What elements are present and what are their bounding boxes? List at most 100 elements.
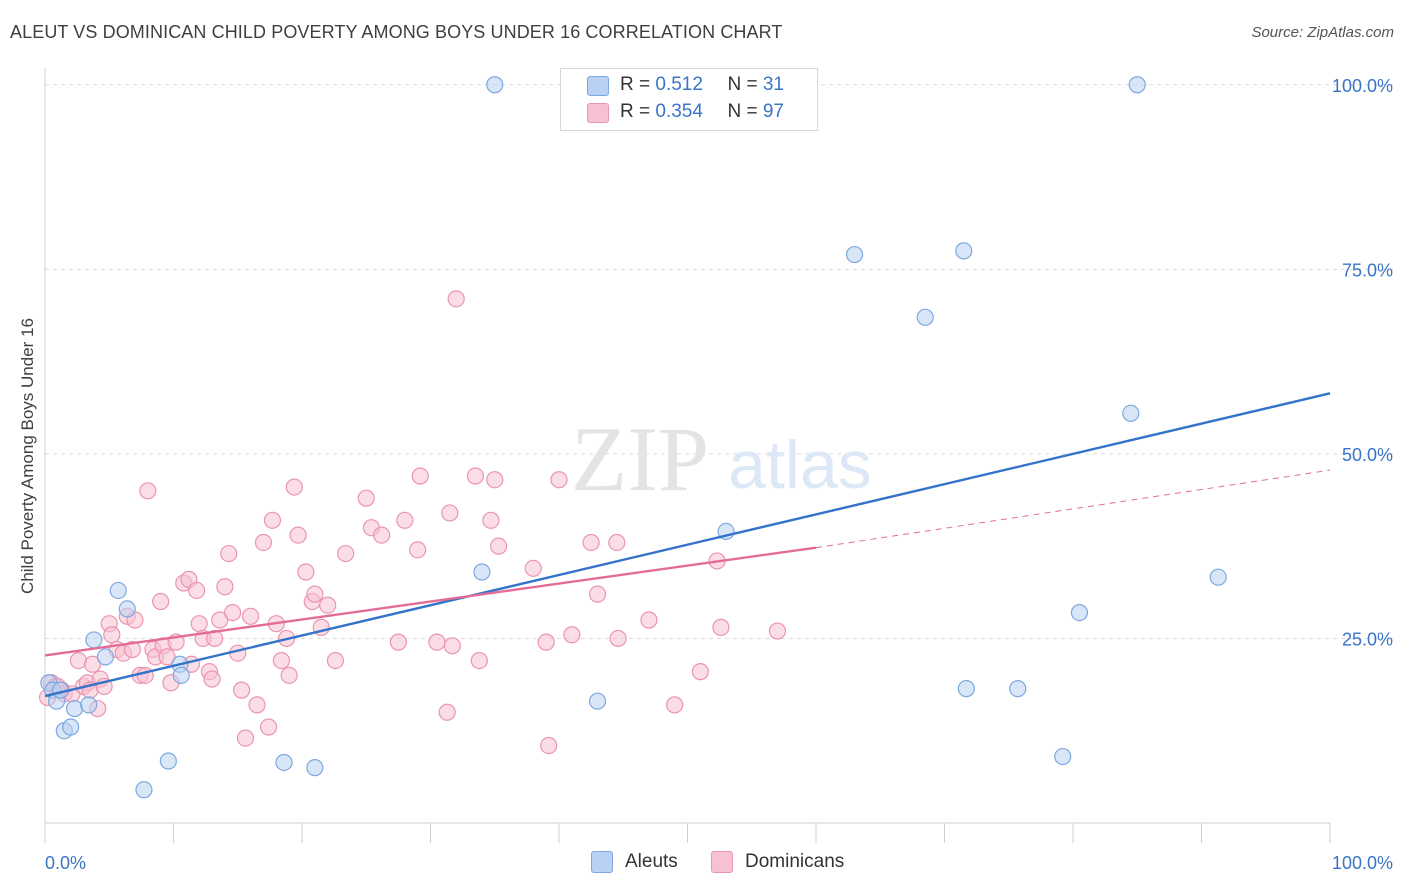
dominican-point [211, 611, 229, 629]
aleut-point [135, 781, 153, 799]
dominican-point [242, 607, 260, 625]
aleut-point [957, 680, 975, 698]
dominican-point [608, 533, 626, 552]
aleut-point [1209, 568, 1227, 586]
n-label: N = [727, 101, 763, 122]
dominican-point [188, 581, 206, 600]
aleut-point [275, 753, 293, 772]
y-tick-label: 50.0% [1342, 445, 1393, 465]
r-value: 0.512 [655, 74, 703, 95]
dominican-point [396, 511, 414, 529]
x-tick-label: 100.0% [1332, 853, 1393, 873]
dominican-point [236, 729, 255, 747]
dominican-point [337, 544, 355, 563]
legend-label-dominicans: Dominicans [745, 851, 845, 872]
dominican-point [306, 585, 324, 603]
y-tick-label: 25.0% [1342, 629, 1393, 649]
y-tick-label: 100.0% [1332, 76, 1393, 96]
dominican-point [466, 467, 485, 485]
dominican-point [259, 718, 278, 736]
dominican-point [640, 611, 658, 629]
dominican-point [609, 629, 627, 648]
dominican-point [441, 504, 459, 522]
dominican-point [224, 604, 242, 622]
aleut-point [1070, 604, 1089, 622]
dominican-swatch [711, 851, 733, 873]
dominican-point [158, 648, 176, 666]
aleut-point [955, 242, 973, 260]
dominican-point [229, 644, 247, 662]
series-legend: Aleuts Dominicans [0, 851, 1406, 879]
aleut-swatch [591, 851, 613, 873]
aleut-point [109, 581, 127, 600]
dominican-point [588, 585, 607, 603]
dominican-point [216, 578, 234, 596]
dominican-point [443, 637, 461, 655]
legend-item-dominicans: Dominicans [711, 851, 844, 873]
dominican-point [470, 651, 488, 670]
dominican-point [233, 681, 251, 699]
dominican-point [248, 696, 266, 714]
aleut-point [1009, 680, 1027, 698]
dominican-point [263, 511, 282, 529]
source-credit: Source: ZipAtlas.com [1251, 24, 1394, 41]
n-value: 31 [762, 74, 784, 95]
dominican-point [524, 559, 542, 577]
r-label: R = [620, 74, 656, 95]
dominican-point [486, 471, 504, 489]
dominican-point [768, 622, 787, 640]
dominican-point [409, 541, 427, 559]
aleut-point [916, 308, 934, 326]
dominican-point [83, 655, 102, 673]
aleut-point [588, 692, 607, 710]
dominican-point [582, 533, 600, 552]
dominican-point [389, 633, 407, 651]
dominican-point [357, 489, 375, 507]
aleut-swatch [587, 76, 609, 96]
dominican-point [326, 651, 345, 670]
aleut-point [306, 759, 324, 777]
dominican-points [38, 290, 787, 755]
legend-item-aleuts: Aleuts [591, 851, 678, 873]
dominican-point [136, 666, 154, 684]
dominican-point [428, 633, 446, 651]
n-value: 97 [762, 101, 784, 122]
aleut-point [1128, 76, 1146, 94]
dominican-point [482, 511, 500, 529]
dominican-point [540, 736, 558, 755]
dominican-trend-line [44, 546, 817, 657]
dominican-point [438, 703, 456, 721]
aleut-point [85, 631, 103, 649]
trend-lines [44, 392, 1331, 698]
dominican-point [139, 482, 157, 500]
dominican-point [490, 537, 508, 555]
tick-labels: 25.0% 50.0% 75.0% 100.0% 0.0% 100.0% [45, 76, 1393, 873]
dominican-point [190, 615, 208, 633]
dominican-point [254, 533, 273, 552]
dominican-point [447, 290, 465, 308]
aleut-point [118, 600, 136, 618]
watermark: ZIP atlas [571, 408, 872, 510]
y-tick-label: 75.0% [1342, 260, 1393, 280]
dominican-point [666, 696, 684, 714]
watermark-atlas: atlas [728, 427, 872, 503]
dominican-point [537, 633, 555, 651]
aleut-point [172, 666, 190, 684]
n-label: N = [727, 74, 763, 95]
aleut-point [96, 648, 114, 666]
dominican-point [220, 544, 238, 563]
watermark-zip: ZIP [571, 408, 709, 510]
legend-label-aleuts: Aleuts [625, 851, 678, 872]
dominican-point [289, 526, 307, 544]
aleut-point [486, 76, 504, 94]
dominican-point [712, 618, 730, 636]
dominican-point [103, 626, 121, 644]
aleut-point [1122, 404, 1140, 422]
chart-title: ALEUT VS DOMINICAN CHILD POVERTY AMONG B… [10, 22, 783, 42]
dominican-point [319, 596, 337, 614]
aleut-trend-line [44, 392, 1331, 698]
dominican-point [272, 651, 291, 670]
dominican-point [152, 592, 170, 611]
dominican-point [206, 629, 224, 648]
